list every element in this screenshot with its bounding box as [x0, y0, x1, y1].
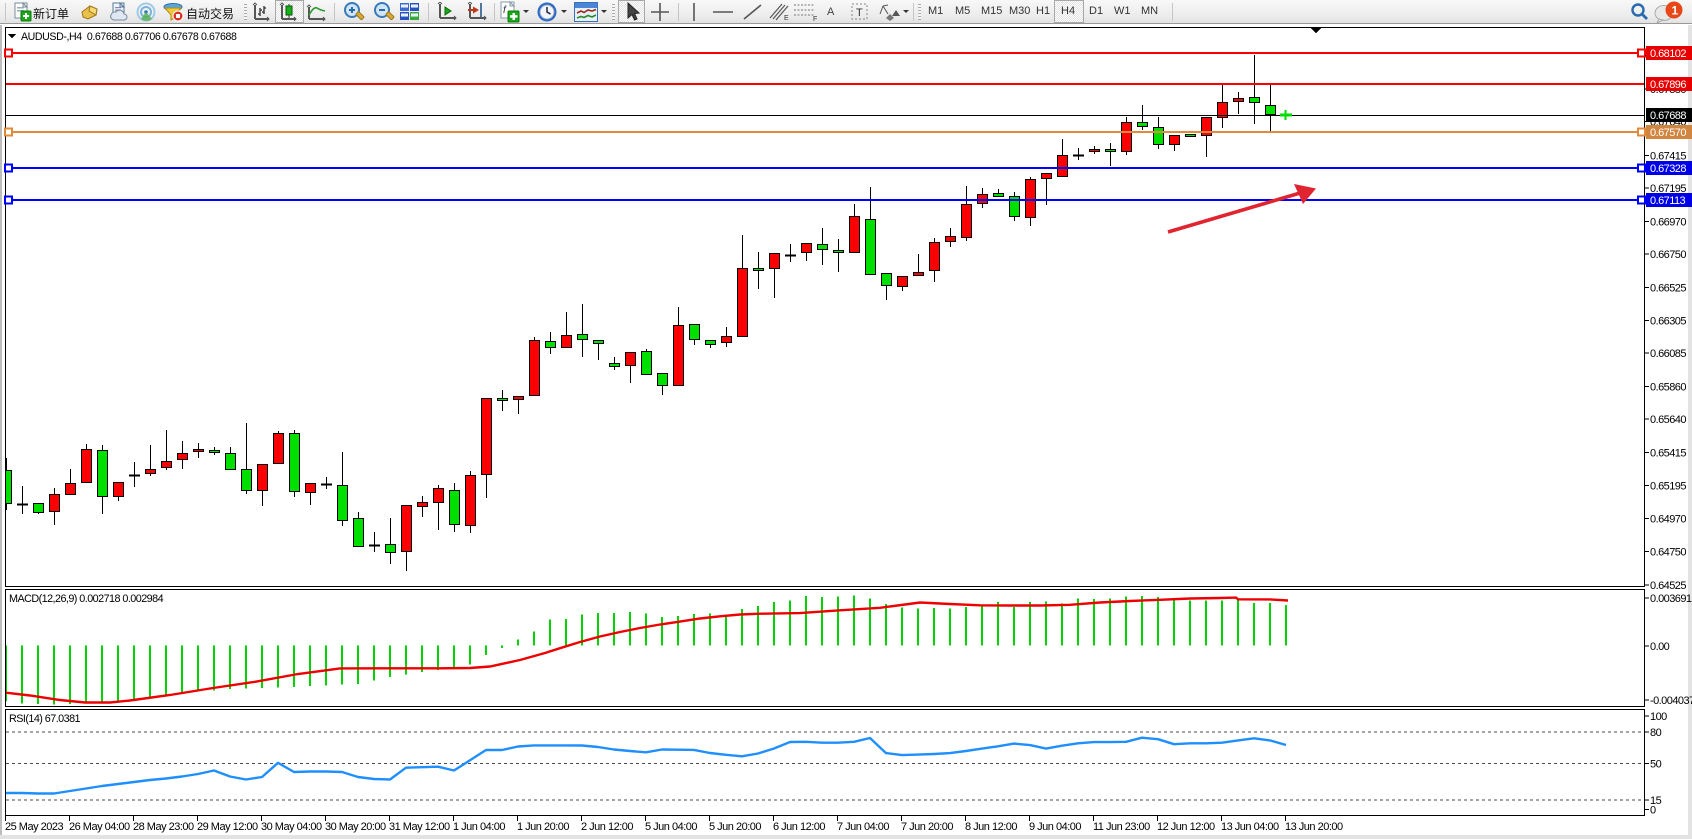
svg-text:F: F [813, 16, 817, 22]
svg-text:8 Jun 12:00: 8 Jun 12:00 [965, 821, 1017, 833]
svg-text:6 Jun 12:00: 6 Jun 12:00 [773, 821, 825, 833]
svg-text:0.65640: 0.65640 [1650, 414, 1686, 426]
svg-text:80: 80 [1650, 727, 1662, 739]
svg-text:13 Jun 20:00: 13 Jun 20:00 [1285, 821, 1343, 833]
svg-text:0.67113: 0.67113 [1650, 195, 1686, 207]
svg-text:30 May 20:00: 30 May 20:00 [325, 821, 386, 833]
svg-text:0.68102: 0.68102 [1650, 48, 1686, 60]
svg-text:11 Jun 23:00: 11 Jun 23:00 [1093, 821, 1150, 833]
svg-text:T: T [856, 7, 863, 19]
svg-text:31 May 12:00: 31 May 12:00 [389, 821, 450, 833]
svg-text:0.64970: 0.64970 [1650, 514, 1686, 526]
svg-text:5 Jun 04:00: 5 Jun 04:00 [645, 821, 697, 833]
svg-text:0.66305: 0.66305 [1650, 315, 1686, 327]
svg-text:0.66970: 0.66970 [1650, 217, 1686, 229]
svg-text:0.67328: 0.67328 [1650, 163, 1686, 175]
svg-text:-0.004037: -0.004037 [1650, 695, 1692, 707]
svg-text:AUDUSD-,H4 0.67688 0.67706 0.: AUDUSD-,H4 0.67688 0.67706 0.67678 0.676… [21, 31, 237, 43]
svg-text:E: E [784, 15, 789, 22]
svg-text:15: 15 [1650, 795, 1662, 807]
svg-text:0.64525: 0.64525 [1650, 580, 1686, 592]
svg-text:0.67896: 0.67896 [1650, 79, 1686, 91]
svg-text:0.64750: 0.64750 [1650, 546, 1686, 558]
svg-text:9 Jun 04:00: 9 Jun 04:00 [1029, 821, 1081, 833]
svg-text:0.65415: 0.65415 [1650, 448, 1686, 460]
svg-text:0.66525: 0.66525 [1650, 283, 1686, 295]
svg-text:50: 50 [1650, 759, 1662, 771]
svg-text:7 Jun 20:00: 7 Jun 20:00 [901, 821, 953, 833]
svg-text:0.67195: 0.67195 [1650, 183, 1686, 195]
svg-text:7 Jun 04:00: 7 Jun 04:00 [837, 821, 889, 833]
svg-text:0.67415: 0.67415 [1650, 150, 1686, 162]
svg-text:0.67570: 0.67570 [1650, 127, 1686, 139]
svg-text:12 Jun 12:00: 12 Jun 12:00 [1157, 821, 1215, 833]
svg-text:0.00: 0.00 [1650, 641, 1670, 653]
svg-text:1: 1 [1672, 4, 1679, 18]
svg-text:25 May 2023: 25 May 2023 [5, 821, 63, 833]
svg-text:100: 100 [1650, 711, 1667, 723]
svg-text:0.65195: 0.65195 [1650, 480, 1686, 492]
svg-text:5 Jun 20:00: 5 Jun 20:00 [709, 821, 761, 833]
svg-text:28 May 23:00: 28 May 23:00 [133, 821, 194, 833]
svg-text:2 Jun 12:00: 2 Jun 12:00 [581, 821, 633, 833]
svg-text:0.67688: 0.67688 [1650, 110, 1686, 122]
svg-text:0.66750: 0.66750 [1650, 249, 1686, 261]
svg-text:26 May 04:00: 26 May 04:00 [69, 821, 130, 833]
svg-text:0.66085: 0.66085 [1650, 348, 1686, 360]
svg-text:1 Jun 20:00: 1 Jun 20:00 [517, 821, 569, 833]
svg-text:RSI(14) 67.0381: RSI(14) 67.0381 [9, 713, 81, 725]
svg-text:29 May 12:00: 29 May 12:00 [197, 821, 258, 833]
svg-text:0.65860: 0.65860 [1650, 381, 1686, 393]
svg-text:13 Jun 04:00: 13 Jun 04:00 [1221, 821, 1279, 833]
svg-text:1 Jun 04:00: 1 Jun 04:00 [453, 821, 505, 833]
svg-text:0.003691: 0.003691 [1650, 593, 1692, 605]
svg-text:30 May 04:00: 30 May 04:00 [261, 821, 322, 833]
svg-text:0: 0 [1650, 805, 1656, 817]
svg-text:f: f [503, 5, 507, 16]
svg-text:MACD(12,26,9) 0.002718 0.00298: MACD(12,26,9) 0.002718 0.002984 [9, 593, 164, 605]
